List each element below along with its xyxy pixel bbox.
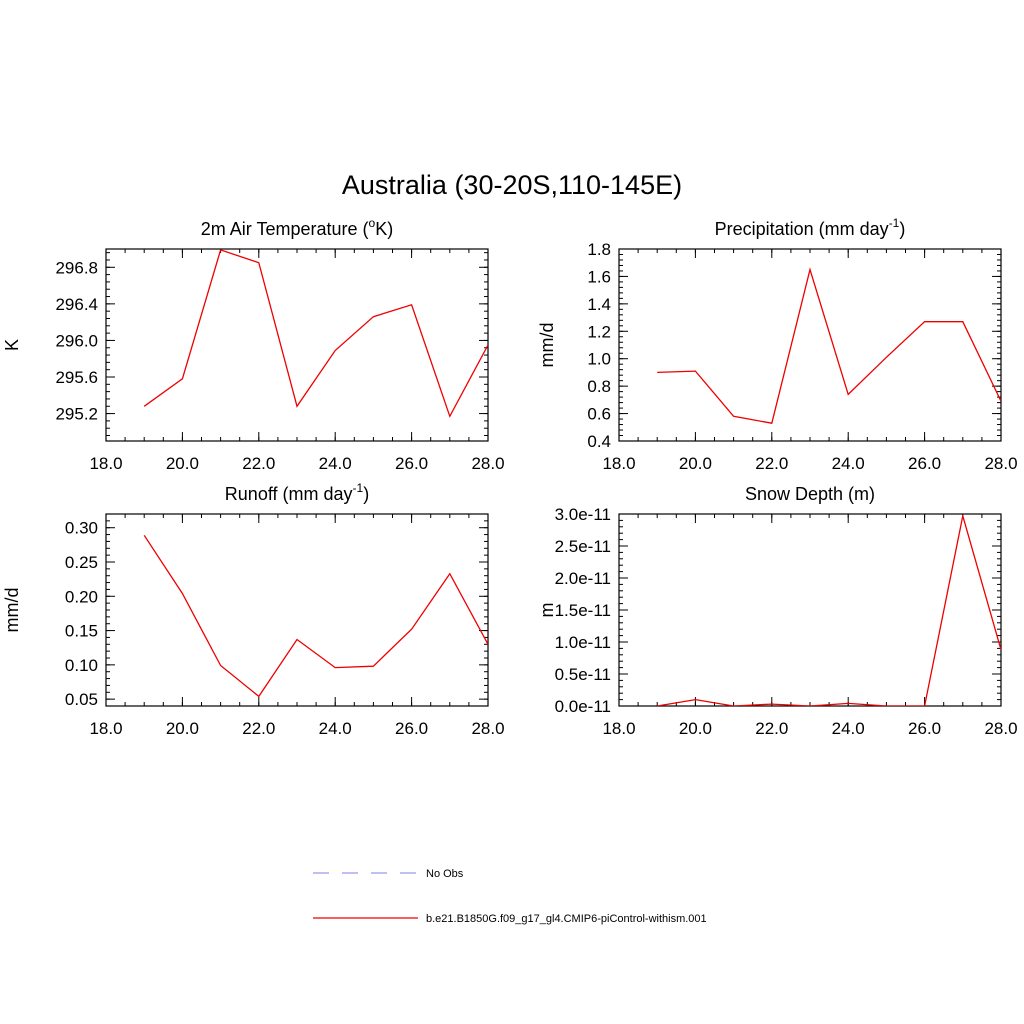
x-tick-label: 26.0 bbox=[908, 454, 941, 473]
y-axis-label: m bbox=[537, 603, 557, 618]
y-tick-label: 3.0e-11 bbox=[555, 505, 611, 524]
y-tick-label: 0.6 bbox=[587, 405, 611, 424]
y-tick-label: 0.0e-11 bbox=[555, 697, 611, 716]
chart-panel-4: 18.0 20.0 22.0 24.0 26.0 28.0 0.0e-11 0.5e-11 1.… bbox=[537, 484, 1018, 738]
x-tick-label: 20.0 bbox=[679, 719, 712, 738]
x-tick-label: 18.0 bbox=[89, 719, 122, 738]
y-tick-label: 2.0e-11 bbox=[555, 569, 611, 588]
y-tick-label: 1.6 bbox=[587, 267, 611, 286]
x-tick-label: 28.0 bbox=[984, 719, 1017, 738]
y-tick-label: 0.8 bbox=[587, 377, 611, 396]
x-tick-label: 22.0 bbox=[242, 719, 275, 738]
y-tick-label: 0.15 bbox=[65, 622, 98, 641]
x-tick-label: 24.0 bbox=[319, 719, 352, 738]
x-tick-label: 20.0 bbox=[166, 454, 199, 473]
plot-frame bbox=[105, 248, 489, 442]
legend-entry-1: No Obs bbox=[313, 868, 464, 880]
chart-panel-1: 18.0 20.0 22.0 24.0 26.0 28.0 295.2 295.6 296.0 2… bbox=[2, 216, 505, 473]
legend: No Obs b.e21.B1850G.f09_g17_gl4.CMIP6-piC… bbox=[313, 868, 707, 925]
y-tick-label: 1.0 bbox=[587, 350, 611, 369]
y-tick-label: 1.4 bbox=[587, 295, 611, 314]
series-line bbox=[657, 515, 1001, 706]
x-tick-label: 26.0 bbox=[395, 719, 428, 738]
chart-panel-3: 18.0 20.0 22.0 24.0 26.0 28.0 0.05 0.10 0.15 0.20… bbox=[2, 481, 505, 738]
panel-title: Snow Depth (m) bbox=[745, 484, 875, 504]
x-tick-label: 18.0 bbox=[89, 454, 122, 473]
y-tick-label: 2.5e-11 bbox=[555, 537, 611, 556]
panel-title: Runoff (mm day-1) bbox=[225, 481, 369, 504]
series-line bbox=[143, 534, 488, 698]
y-tick-label: 0.05 bbox=[65, 690, 98, 709]
y-tick-label: 1.0e-11 bbox=[555, 633, 611, 652]
y-tick-label: 295.2 bbox=[55, 405, 98, 424]
x-tick-label: 18.0 bbox=[602, 454, 635, 473]
y-tick-label: 0.25 bbox=[65, 553, 98, 572]
plot-frame bbox=[618, 248, 1002, 442]
y-tick-label: 0.5e-11 bbox=[555, 665, 611, 684]
x-tick-label: 28.0 bbox=[471, 719, 504, 738]
y-tick-label: 0.4 bbox=[587, 432, 611, 451]
y-tick-label: 296.4 bbox=[55, 295, 98, 314]
x-tick-label: 24.0 bbox=[832, 454, 865, 473]
x-tick-label: 22.0 bbox=[755, 454, 788, 473]
x-tick-label: 22.0 bbox=[755, 719, 788, 738]
x-tick-label: 28.0 bbox=[984, 454, 1017, 473]
y-tick-label: 1.5e-11 bbox=[555, 601, 611, 620]
x-tick-label: 20.0 bbox=[679, 454, 712, 473]
legend-label: b.e21.B1850G.f09_g17_gl4.CMIP6-piControl… bbox=[426, 913, 707, 925]
y-tick-label: 1.8 bbox=[587, 240, 611, 259]
x-tick-label: 26.0 bbox=[395, 454, 428, 473]
y-axis-label: K bbox=[2, 339, 22, 351]
series-line bbox=[657, 267, 1001, 424]
y-tick-label: 1.2 bbox=[587, 322, 611, 341]
y-tick-label: 296.8 bbox=[55, 258, 98, 277]
y-tick-label: 0.10 bbox=[65, 656, 98, 675]
y-axis-label: mm/d bbox=[537, 323, 557, 368]
chart-panel-2: 18.0 20.0 22.0 24.0 26.0 28.0 0.4 0.6 0.8 1.0 1.2 1… bbox=[537, 216, 1018, 473]
y-tick-label: 296.0 bbox=[55, 331, 98, 350]
x-tick-label: 20.0 bbox=[166, 719, 199, 738]
plot-frame bbox=[105, 513, 489, 707]
legend-entry-2: b.e21.B1850G.f09_g17_gl4.CMIP6-piControl… bbox=[313, 913, 707, 925]
y-tick-label: 0.30 bbox=[65, 519, 98, 538]
panel-title: Precipitation (mm day-1) bbox=[715, 216, 906, 239]
figure-title: Australia (30-20S,110-145E) bbox=[342, 170, 682, 200]
legend-label: No Obs bbox=[426, 868, 464, 880]
x-tick-label: 22.0 bbox=[242, 454, 275, 473]
y-tick-label: 295.6 bbox=[55, 368, 98, 387]
y-axis-label: mm/d bbox=[2, 588, 22, 633]
y-tick-label: 0.20 bbox=[65, 587, 98, 606]
x-tick-label: 18.0 bbox=[602, 719, 635, 738]
series-line bbox=[143, 249, 488, 418]
chart-panels: 18.0 20.0 22.0 24.0 26.0 28.0 295.2 295.6 296.0 2… bbox=[2, 216, 1018, 738]
x-tick-label: 28.0 bbox=[471, 454, 504, 473]
x-tick-label: 26.0 bbox=[908, 719, 941, 738]
panel-title: 2m Air Temperature (oK) bbox=[201, 216, 393, 239]
x-tick-label: 24.0 bbox=[319, 454, 352, 473]
x-tick-label: 24.0 bbox=[832, 719, 865, 738]
